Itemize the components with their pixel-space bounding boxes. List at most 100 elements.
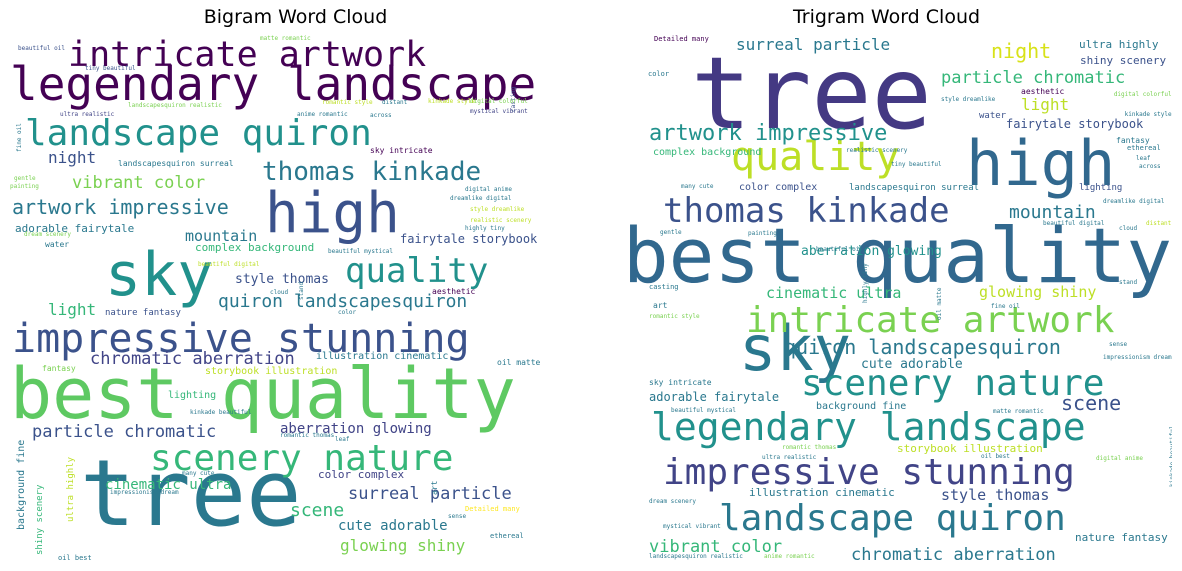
word-realistic-scenery: realistic scenery <box>846 147 908 154</box>
word-scene: scene <box>1061 391 1121 415</box>
word-style-thomas: style thomas <box>941 486 1049 504</box>
word-dream-scenery: dream scenery <box>649 498 696 505</box>
word-background-fine: background fine <box>16 440 27 530</box>
word-particle-chromatic: particle chromatic <box>941 68 1125 88</box>
word-many-cute: many cute <box>681 183 714 190</box>
word-high: high <box>265 181 400 246</box>
word-ultra-realistic: ultra realistic <box>762 454 817 461</box>
word-illustration-cinematic: illustration cinematic <box>749 486 895 499</box>
word-dreamlike-digital: dreamlike digital <box>1103 198 1165 205</box>
word-night: night <box>48 148 96 167</box>
word-fantasy: fantasy <box>1116 136 1150 145</box>
word-oil-matte: oil matte <box>497 358 541 367</box>
word-ultra-realistic: ultra realistic <box>60 111 115 118</box>
word-casting: casting <box>649 283 679 291</box>
word-style-dreamlike: style dreamlike <box>470 206 525 213</box>
word-kinkade-beautiful: kinkade beautiful <box>1169 425 1172 487</box>
word-aesthetic: aesthetic <box>432 287 476 296</box>
word-matte-romantic: matte romantic <box>260 35 311 42</box>
word-landscapesquiron-surreal: landscapesquiron surreal <box>849 183 979 193</box>
word-thomas-kinkade: thomas kinkade <box>262 157 481 187</box>
word-tiny-beautiful: tiny beautiful <box>891 161 942 168</box>
word-aberration-glowing: aberration glowing <box>801 244 942 259</box>
word-mystical-vibrant: mystical vibrant <box>470 108 528 115</box>
word-quiron-landscapesquiron: quiron landscapesquiron <box>784 335 1061 359</box>
word-chromatic-aberration: chromatic aberration <box>90 349 295 369</box>
word-best-quality: best quality <box>623 211 1172 300</box>
word-water: water <box>45 240 69 249</box>
bigram-panel: Bigram Word Cloud tree best quality legend… <box>10 6 581 566</box>
word-shiny-scenery: shiny scenery <box>1080 54 1166 67</box>
word-landscapesquiron-surreal: landscapesquiron surreal <box>118 159 234 168</box>
word-best-quality: best quality <box>10 353 516 435</box>
word-lighting: lighting <box>1079 183 1122 193</box>
word-cinematic-ultra: cinematic ultra <box>105 477 231 493</box>
word-detailed-many: Detailed many <box>654 35 709 43</box>
word-beautiful-mystical: beautiful mystical <box>328 248 393 255</box>
word-ultra-highly: ultra highly <box>1079 38 1159 51</box>
word-tiny-beautiful: tiny beautiful <box>85 65 136 72</box>
word-beautiful-oil: beautiful oil <box>816 246 863 253</box>
word-glowing-shiny: glowing shiny <box>340 536 466 555</box>
word-many-cute: many cute <box>182 470 215 477</box>
bigram-word-cloud: tree best quality legendary landscape sky hi… <box>10 35 581 566</box>
word-artwork-impressive: artwork impressive <box>12 195 229 219</box>
word-adorable-fairytale: adorable fairytale <box>15 222 134 235</box>
word-distant: distant <box>1146 220 1172 227</box>
word-distant: distant <box>382 99 408 106</box>
word-fairytale-storybook: fairytale storybook <box>1006 117 1144 131</box>
word-fairytale-storybook: fairytale storybook <box>400 232 538 246</box>
word-kinkade-style: kinkade style <box>1125 111 1172 118</box>
word-sky-intricate: sky intricate <box>370 146 433 155</box>
word-artwork-impressive: artwork impressive <box>649 121 887 146</box>
word-oil-best: oil best <box>981 453 1010 460</box>
word-high: high <box>966 127 1115 200</box>
word-thomas-kinkade: thomas kinkade <box>663 191 950 231</box>
word-legendary-landscape: legendary landscape <box>10 57 536 111</box>
trigram-title: Trigram Word Cloud <box>792 6 981 28</box>
word-night: night <box>991 39 1051 63</box>
word-cute-adorable: cute adorable <box>338 518 448 534</box>
word-leaf: leaf <box>1136 155 1151 162</box>
word-scenery-nature: scenery nature <box>150 438 453 479</box>
word-across: across <box>370 112 392 119</box>
word-surreal-particle: surreal particle <box>348 484 512 504</box>
word-scenery-nature: scenery nature <box>801 363 1104 404</box>
word-digital-anime: digital anime <box>465 186 512 193</box>
bigram-title: Bigram Word Cloud <box>203 6 388 28</box>
word-fine-oil: fine oil <box>16 123 23 152</box>
word-dream-scenery: dream scenery <box>24 231 71 238</box>
word-scene: scene <box>290 500 344 521</box>
word-highly-tiny: highly tiny <box>465 225 505 232</box>
word-color: color <box>338 309 356 316</box>
word-aesthetic: aesthetic <box>1021 87 1065 96</box>
word-glowing-shiny: glowing shiny <box>979 283 1096 301</box>
word-beautiful-mystical: beautiful mystical <box>671 407 736 414</box>
word-painting: painting <box>748 230 777 237</box>
word-complex-background: complex background <box>195 241 314 254</box>
word-landscapesquiron-realistic: landscapesquiron realistic <box>128 102 222 109</box>
word-matte-romantic: matte romantic <box>993 408 1044 415</box>
word-leaf: leaf <box>335 436 350 443</box>
word-dreamlike-digital: dreamlike digital <box>450 195 512 202</box>
word-illustration-cinematic: illustration cinematic <box>316 351 448 362</box>
word-storybook-illustration: storybook illustration <box>205 366 337 377</box>
word-digital-anime: digital anime <box>1096 455 1143 462</box>
word-quality: quality <box>731 134 900 180</box>
word-chromatic-aberration: chromatic aberration <box>851 545 1056 565</box>
word-sense: sense <box>1109 341 1127 348</box>
word-digital-colorful: digital colorful <box>470 98 528 105</box>
word-background-fine: background fine <box>816 401 906 412</box>
word-color-complex: color complex <box>739 182 817 193</box>
word-across: across <box>1139 163 1161 170</box>
word-style-dreamlike: style dreamlike <box>941 96 996 103</box>
word-kinkade-style: kinkade style <box>428 98 475 105</box>
trigram-cloud-svg: tree best quality high sky quality legendary … <box>623 35 1172 565</box>
word-mystical-vibrant: mystical vibrant <box>663 523 721 530</box>
word-vibrant-color: vibrant color <box>72 173 205 193</box>
word-romantic-style: romantic style <box>649 313 700 320</box>
word-impressionism-dream: impressionism dream <box>110 489 179 496</box>
word-cute-adorable: cute adorable <box>861 357 963 372</box>
word-realistic-scenery: realistic scenery <box>470 217 532 224</box>
